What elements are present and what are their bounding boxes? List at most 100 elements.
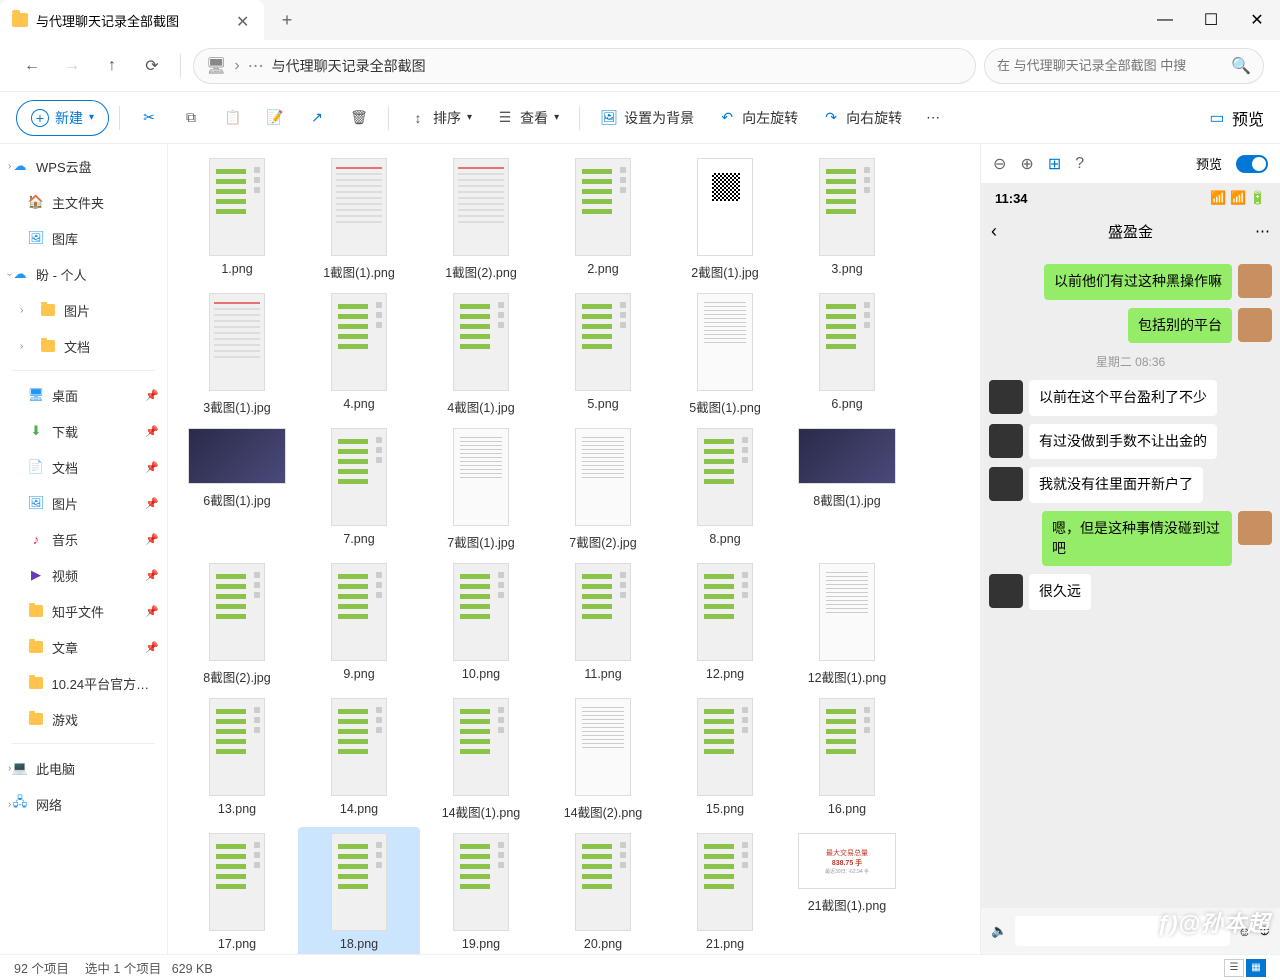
new-tab-button[interactable]: + bbox=[272, 5, 302, 35]
up-button[interactable]: ↑ bbox=[96, 50, 128, 82]
file-item[interactable]: 2.png bbox=[542, 152, 664, 287]
file-item[interactable]: 最大交易总量838.75 手最近30日: -62.94 手21截图(1).png bbox=[786, 827, 908, 954]
file-item[interactable]: 13.png bbox=[176, 692, 298, 827]
file-item[interactable]: 12截图(1).png bbox=[786, 557, 908, 692]
sidebar-item-gallery[interactable]: 🖼图库 bbox=[0, 220, 167, 256]
sidebar-item-thispc[interactable]: ›💻此电脑 bbox=[0, 750, 167, 786]
sidebar-item-personal[interactable]: ›☁盼 - 个人 bbox=[0, 256, 167, 292]
file-name: 20.png bbox=[584, 937, 622, 951]
file-grid-area[interactable]: 1.png1截图(1).png 1截图(2).png 2.png2截图(1).jpg… bbox=[168, 144, 980, 954]
file-item[interactable]: 5.png bbox=[542, 287, 664, 422]
message-bubble: 嗯，但是这种事情没碰到过吧 bbox=[1042, 511, 1232, 566]
file-thumbnail bbox=[331, 293, 387, 391]
grid-view-button[interactable]: ▦ bbox=[1246, 959, 1266, 977]
more-button[interactable]: ⋯ bbox=[916, 100, 950, 136]
sidebar-item-documents[interactable]: 📄文档📌 bbox=[0, 449, 167, 485]
back-button[interactable]: ← bbox=[16, 50, 48, 82]
sidebar-item-videos[interactable]: ▶视频📌 bbox=[0, 557, 167, 593]
file-item[interactable]: 5截图(1).png bbox=[664, 287, 786, 422]
file-item[interactable]: 1截图(2).png bbox=[420, 152, 542, 287]
sidebar-item-docs[interactable]: ›文档 bbox=[0, 328, 167, 364]
cut-button[interactable]: ✂ bbox=[130, 100, 168, 136]
file-item[interactable]: 16.png bbox=[786, 692, 908, 827]
sidebar-item-zhihu[interactable]: 知乎文件📌 bbox=[0, 593, 167, 629]
file-item[interactable]: 1.png bbox=[176, 152, 298, 287]
sidebar-item-downloads[interactable]: ⬇下载📌 bbox=[0, 413, 167, 449]
file-item[interactable]: 9.png bbox=[298, 557, 420, 692]
file-item[interactable]: 18.png bbox=[298, 827, 420, 954]
file-item[interactable]: 12.png bbox=[664, 557, 786, 692]
rotleft-button[interactable]: ↶向左旋转 bbox=[708, 100, 808, 136]
file-item[interactable]: 14截图(2).png bbox=[542, 692, 664, 827]
file-item[interactable]: 8.png bbox=[664, 422, 786, 557]
file-name: 7.png bbox=[343, 532, 374, 546]
search-box[interactable]: 🔍 bbox=[984, 48, 1264, 84]
file-name: 1截图(2).png bbox=[445, 262, 517, 281]
sidebar-item-network[interactable]: ›🖧网络 bbox=[0, 786, 167, 822]
sidebar-item-wps[interactable]: ›☁WPS云盘 bbox=[0, 148, 167, 184]
browser-tab[interactable]: 与代理聊天记录全部截图 ✕ bbox=[0, 0, 264, 40]
file-item[interactable]: 4截图(1).jpg bbox=[420, 287, 542, 422]
file-item[interactable]: 6截图(1).jpg bbox=[176, 422, 298, 557]
rotright-button[interactable]: ↷向右旋转 bbox=[812, 100, 912, 136]
refresh-button[interactable]: ⟳ bbox=[136, 50, 168, 82]
file-name: 15.png bbox=[706, 802, 744, 816]
close-button[interactable]: ✕ bbox=[1234, 0, 1280, 40]
file-item[interactable]: 1截图(1).png bbox=[298, 152, 420, 287]
list-view-button[interactable]: ☰ bbox=[1224, 959, 1244, 977]
preview-toggle[interactable] bbox=[1236, 155, 1268, 173]
paste-button[interactable]: 📋 bbox=[214, 100, 252, 136]
sidebar-item-music[interactable]: ♪音乐📌 bbox=[0, 521, 167, 557]
file-item[interactable]: 2截图(1).jpg bbox=[664, 152, 786, 287]
file-item[interactable]: 19.png bbox=[420, 827, 542, 954]
setbg-button[interactable]: 🖼设置为背景 bbox=[590, 100, 704, 136]
file-item[interactable]: 3.png bbox=[786, 152, 908, 287]
file-item[interactable]: 11.png bbox=[542, 557, 664, 692]
sidebar-item-games[interactable]: 游戏 bbox=[0, 701, 167, 737]
file-item[interactable]: 14截图(1).png bbox=[420, 692, 542, 827]
preview-button[interactable]: ▭ 预览 bbox=[1208, 106, 1264, 130]
file-item[interactable]: 17.png bbox=[176, 827, 298, 954]
file-item[interactable]: 7截图(1).jpg bbox=[420, 422, 542, 557]
zoom-out-icon[interactable]: ⊖ bbox=[993, 154, 1006, 174]
search-icon[interactable]: 🔍 bbox=[1231, 56, 1251, 76]
sidebar-item-pictures[interactable]: ›图片 bbox=[0, 292, 167, 328]
copy-button[interactable]: ⧉ bbox=[172, 100, 210, 136]
sidebar-item-home[interactable]: 🏠主文件夹 bbox=[0, 184, 167, 220]
zoom-in-icon[interactable]: ⊕ bbox=[1020, 154, 1033, 174]
file-item[interactable]: 15.png bbox=[664, 692, 786, 827]
file-item[interactable]: 8截图(2).jpg bbox=[176, 557, 298, 692]
file-item[interactable]: 6.png bbox=[786, 287, 908, 422]
minimize-button[interactable]: — bbox=[1142, 0, 1188, 40]
grid-icon[interactable]: ⊞ bbox=[1048, 154, 1061, 174]
file-item[interactable]: 10.png bbox=[420, 557, 542, 692]
file-item[interactable]: 8截图(1).jpg bbox=[786, 422, 908, 557]
address-bar[interactable]: 🖥 › ⋯ 与代理聊天记录全部截图 bbox=[193, 48, 976, 84]
close-icon[interactable]: ✕ bbox=[236, 12, 252, 28]
forward-button[interactable]: → bbox=[56, 50, 88, 82]
new-button[interactable]: + 新建 ▾ bbox=[16, 100, 109, 136]
sidebar-item-pics2[interactable]: 🖼图片📌 bbox=[0, 485, 167, 521]
file-thumbnail bbox=[453, 293, 509, 391]
file-item[interactable]: 3截图(1).jpg bbox=[176, 287, 298, 422]
rename-button[interactable]: 📝 bbox=[256, 100, 294, 136]
more-icon[interactable]: ⋯ bbox=[248, 56, 264, 76]
file-thumbnail bbox=[819, 563, 875, 661]
chat-body: 以前他们有过这种黑操作嘛包括别的平台星期二 08:36以前在这个平台盈利了不少有… bbox=[981, 250, 1280, 908]
file-item[interactable]: 7.png bbox=[298, 422, 420, 557]
file-item[interactable]: 14.png bbox=[298, 692, 420, 827]
file-item[interactable]: 7截图(2).jpg bbox=[542, 422, 664, 557]
file-item[interactable]: 20.png bbox=[542, 827, 664, 954]
file-item[interactable]: 21.png bbox=[664, 827, 786, 954]
sidebar-item-desktop[interactable]: 🖥桌面📌 bbox=[0, 377, 167, 413]
sidebar-item-articles[interactable]: 文章📌 bbox=[0, 629, 167, 665]
view-button[interactable]: ☰查看▾ bbox=[486, 100, 569, 136]
delete-button[interactable]: 🗑 bbox=[340, 100, 378, 136]
share-button[interactable]: ↗ bbox=[298, 100, 336, 136]
sidebar-item-platform[interactable]: 10.24平台官方工作 bbox=[0, 665, 167, 701]
file-item[interactable]: 4.png bbox=[298, 287, 420, 422]
search-input[interactable] bbox=[997, 58, 1223, 73]
sort-button[interactable]: ↕排序▾ bbox=[399, 100, 482, 136]
maximize-button[interactable]: ☐ bbox=[1188, 0, 1234, 40]
help-icon[interactable]: ? bbox=[1075, 155, 1084, 173]
